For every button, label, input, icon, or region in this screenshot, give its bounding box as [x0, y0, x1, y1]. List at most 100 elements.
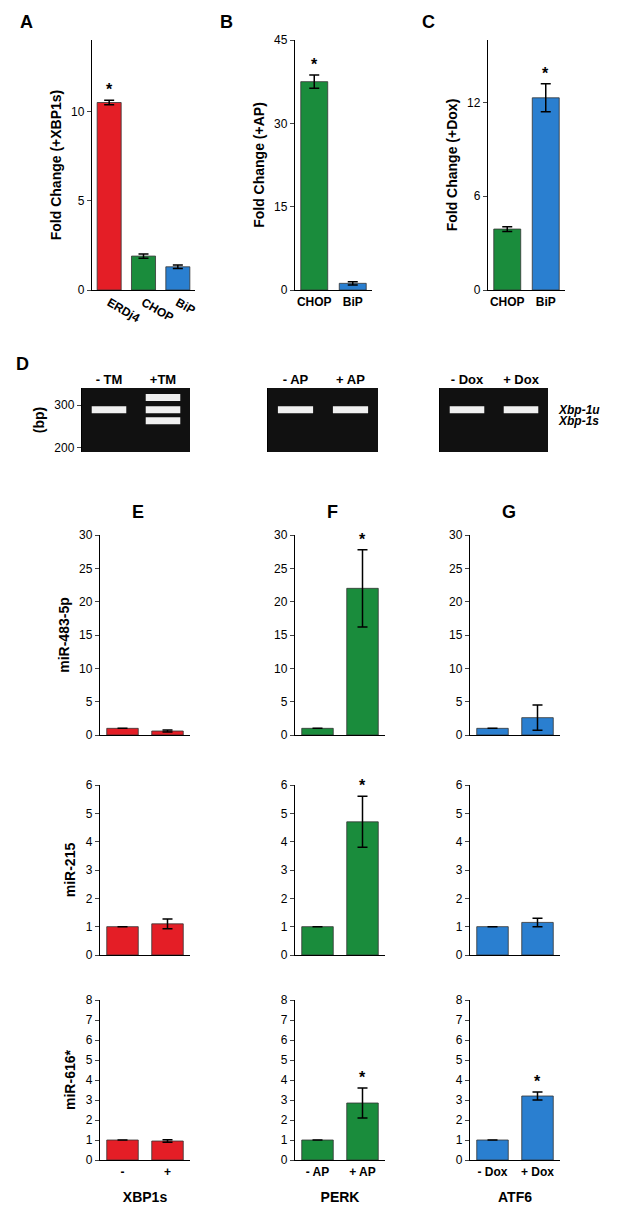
svg-text:6: 6: [281, 778, 288, 792]
svg-text:5: 5: [456, 807, 463, 821]
svg-text:E: E: [132, 502, 144, 522]
svg-text:2: 2: [86, 1113, 93, 1127]
svg-text:30: 30: [449, 528, 463, 542]
svg-text:*: *: [359, 531, 366, 548]
svg-text:1: 1: [281, 920, 288, 934]
svg-text:*: *: [106, 81, 113, 98]
svg-text:5: 5: [86, 1053, 93, 1067]
svg-text:5: 5: [456, 695, 463, 709]
svg-text:ATF6: ATF6: [498, 1189, 532, 1205]
svg-text:- AP: - AP: [283, 372, 309, 387]
svg-text:10: 10: [79, 662, 93, 676]
svg-text:Xbp-1s: Xbp-1s: [558, 414, 599, 428]
svg-text:0: 0: [281, 283, 288, 297]
svg-text:8: 8: [86, 993, 93, 1007]
svg-text:Fold Change (+AP): Fold Change (+AP): [251, 102, 267, 228]
svg-text:10: 10: [274, 662, 288, 676]
svg-text:15: 15: [274, 628, 288, 642]
svg-text:6: 6: [86, 1033, 93, 1047]
svg-text:miR-616*: miR-616*: [62, 1049, 78, 1109]
svg-text:20: 20: [274, 595, 288, 609]
svg-text:6: 6: [86, 778, 93, 792]
svg-text:CHOP: CHOP: [297, 295, 332, 309]
svg-text:miR-215: miR-215: [62, 843, 78, 898]
svg-text:4: 4: [281, 1073, 288, 1087]
svg-text:*: *: [311, 56, 318, 73]
svg-text:A: A: [20, 12, 33, 32]
svg-text:BiP: BiP: [343, 295, 363, 309]
svg-text:0: 0: [281, 728, 288, 742]
svg-text:0: 0: [86, 728, 93, 742]
svg-text:5: 5: [86, 695, 93, 709]
svg-text:- AP: - AP: [306, 1165, 330, 1179]
svg-text:Fold Change (+Dox): Fold Change (+Dox): [444, 99, 460, 232]
svg-text:-: -: [121, 1165, 125, 1179]
svg-text:- TM: - TM: [96, 372, 123, 387]
svg-text:6: 6: [474, 189, 481, 203]
svg-text:CHOP: CHOP: [490, 295, 525, 309]
svg-text:3: 3: [86, 1093, 93, 1107]
svg-text:2: 2: [281, 1113, 288, 1127]
svg-text:30: 30: [79, 528, 93, 542]
svg-text:5: 5: [78, 194, 85, 208]
svg-text:miR-483-5p: miR-483-5p: [56, 597, 72, 672]
svg-text:5: 5: [281, 695, 288, 709]
svg-text:3: 3: [456, 1093, 463, 1107]
svg-text:2: 2: [86, 892, 93, 906]
svg-text:C: C: [422, 12, 435, 32]
svg-text:5: 5: [281, 1053, 288, 1067]
svg-text:15: 15: [274, 200, 288, 214]
svg-text:30: 30: [274, 528, 288, 542]
svg-text:+ AP: + AP: [349, 1165, 376, 1179]
svg-text:- Dox: - Dox: [478, 1165, 508, 1179]
svg-text:12: 12: [467, 96, 481, 110]
svg-text:2: 2: [456, 1113, 463, 1127]
svg-text:1: 1: [281, 1133, 288, 1147]
svg-text:(bp): (bp): [31, 407, 47, 433]
svg-text:10: 10: [449, 662, 463, 676]
svg-text:CHOP: CHOP: [139, 295, 176, 324]
svg-text:7: 7: [281, 1013, 288, 1027]
svg-text:+: +: [164, 1165, 171, 1179]
svg-text:3: 3: [86, 863, 93, 877]
svg-text:+ AP: + AP: [336, 372, 365, 387]
svg-text:1: 1: [86, 1133, 93, 1147]
svg-text:4: 4: [456, 835, 463, 849]
svg-text:10: 10: [71, 105, 85, 119]
svg-text:4: 4: [281, 835, 288, 849]
svg-text:3: 3: [281, 863, 288, 877]
svg-text:F: F: [327, 502, 338, 522]
svg-text:200: 200: [54, 441, 74, 455]
svg-text:25: 25: [449, 562, 463, 576]
svg-text:*: *: [359, 777, 366, 794]
svg-text:5: 5: [281, 807, 288, 821]
svg-text:BiP: BiP: [536, 295, 556, 309]
svg-text:20: 20: [79, 595, 93, 609]
svg-text:20: 20: [449, 595, 463, 609]
svg-text:B: B: [220, 12, 233, 32]
svg-text:0: 0: [86, 948, 93, 962]
svg-text:6: 6: [456, 1033, 463, 1047]
svg-text:15: 15: [449, 628, 463, 642]
svg-text:Xbp-1u: Xbp-1u: [558, 403, 600, 417]
svg-text:+ Dox: + Dox: [521, 1165, 554, 1179]
svg-text:0: 0: [281, 948, 288, 962]
svg-text:8: 8: [456, 993, 463, 1007]
svg-text:4: 4: [456, 1073, 463, 1087]
svg-text:6: 6: [281, 1033, 288, 1047]
svg-text:3: 3: [281, 1093, 288, 1107]
svg-text:Fold Change (+XBP1s): Fold Change (+XBP1s): [48, 90, 64, 241]
svg-text:- Dox: - Dox: [451, 372, 484, 387]
svg-text:ERDj4: ERDj4: [105, 295, 143, 325]
svg-text:25: 25: [274, 562, 288, 576]
svg-text:2: 2: [281, 892, 288, 906]
svg-text:15: 15: [79, 628, 93, 642]
svg-text:0: 0: [86, 1153, 93, 1167]
svg-text:*: *: [534, 1073, 541, 1090]
svg-text:5: 5: [86, 807, 93, 821]
svg-text:4: 4: [86, 1073, 93, 1087]
svg-text:3: 3: [456, 863, 463, 877]
svg-text:XBP1s: XBP1s: [123, 1189, 168, 1205]
svg-text:0: 0: [474, 283, 481, 297]
svg-text:PERK: PERK: [321, 1189, 360, 1205]
